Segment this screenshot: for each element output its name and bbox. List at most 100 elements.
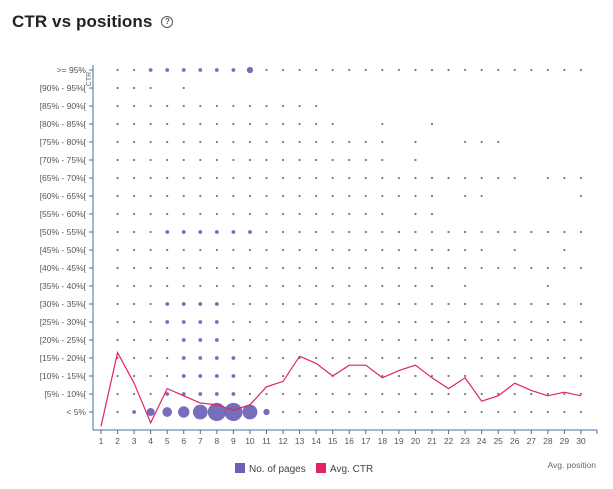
pages-bubble: [265, 140, 268, 144]
pages-bubble: [248, 194, 252, 198]
pages-bubble: [414, 410, 417, 414]
pages-bubble: [331, 320, 334, 324]
pages-bubble: [381, 338, 384, 342]
pages-bubble: [364, 392, 367, 396]
pages-bubble: [480, 338, 483, 342]
pages-bubble: [579, 374, 583, 378]
pages-bubble: [464, 176, 467, 180]
pages-bubble: [199, 194, 202, 198]
pages-bubble: [133, 302, 136, 306]
y-tick-label: [30% - 35%[: [40, 299, 87, 309]
pages-bubble: [414, 194, 417, 198]
pages-bubble: [447, 248, 450, 252]
pages-bubble: [530, 410, 533, 414]
pages-bubble: [248, 176, 252, 180]
pages-bubble: [464, 410, 467, 414]
pages-bubble: [480, 410, 483, 414]
pages-bubble: [232, 176, 235, 180]
pages-bubble: [182, 104, 185, 108]
pages-bubble: [364, 374, 367, 378]
pages-bubble: [546, 230, 549, 234]
pages-bubble: [166, 266, 169, 270]
pages-bubble: [149, 284, 152, 288]
pages-bubble: [198, 392, 203, 396]
pages-bubble: [480, 266, 483, 270]
question-circle-icon[interactable]: ?: [161, 16, 174, 28]
pages-bubble: [215, 140, 218, 144]
pages-bubble: [364, 266, 367, 270]
pages-bubble: [298, 104, 301, 108]
pages-bubble: [232, 284, 235, 288]
pages-bubble: [331, 356, 334, 360]
pages-bubble: [364, 230, 367, 234]
pages-bubble: [116, 122, 119, 126]
pages-bubble: [182, 194, 185, 198]
pages-bubble: [248, 320, 252, 324]
pages-bubble: [199, 248, 202, 252]
pages-bubble: [381, 266, 384, 270]
pages-bubble: [281, 356, 285, 360]
pages-bubble: [315, 68, 318, 72]
pages-bubble: [331, 140, 334, 144]
pages-bubble: [166, 176, 169, 180]
x-tick-label: 22: [444, 436, 454, 446]
y-tick-label: [90% - 95%[: [40, 83, 87, 93]
pages-bubble: [497, 338, 500, 342]
pages-bubble: [497, 176, 500, 180]
pages-bubble: [315, 302, 318, 306]
pages-bubble: [231, 230, 236, 234]
pages-bubble: [430, 392, 434, 396]
pages-bubble: [198, 356, 203, 360]
pages-bubble: [563, 320, 566, 324]
pages-bubble: [181, 302, 186, 306]
x-axis-title: Avg. position: [547, 460, 596, 470]
pages-bubble: [281, 104, 285, 108]
pages-bubble: [381, 194, 384, 198]
pages-bubble: [207, 402, 226, 422]
pages-bubble: [281, 284, 285, 288]
pages-bubble: [281, 302, 285, 306]
pages-bubble: [149, 122, 152, 126]
pages-bubble: [447, 302, 450, 306]
pages-bubble: [430, 230, 434, 234]
pages-bubble: [364, 140, 367, 144]
pages-bubble: [133, 86, 136, 90]
pages-bubble: [530, 356, 533, 360]
pages-bubble: [331, 338, 334, 342]
pages-bubble: [414, 248, 417, 252]
pages-bubble: [331, 284, 334, 288]
pages-bubble: [298, 266, 301, 270]
pages-bubble: [381, 140, 384, 144]
pages-bubble: [579, 302, 583, 306]
pages-bubble: [192, 404, 208, 420]
pages-bubble: [480, 230, 483, 234]
pages-bubble: [381, 122, 384, 126]
pages-bubble: [497, 302, 500, 306]
pages-bubble: [214, 374, 219, 378]
y-tick-label: [75% - 80%[: [40, 137, 87, 147]
pages-bubble: [430, 410, 434, 414]
pages-bubble: [248, 248, 252, 252]
pages-bubble: [414, 230, 417, 234]
pages-bubble: [215, 284, 218, 288]
pages-bubble: [182, 248, 185, 252]
pages-bubble: [381, 284, 384, 288]
pages-bubble: [215, 212, 218, 216]
pages-bubble: [116, 68, 119, 72]
pages-bubble: [281, 122, 285, 126]
pages-bubble: [133, 68, 136, 72]
pages-bubble: [165, 302, 170, 306]
pages-bubble: [232, 212, 235, 216]
legend-swatch-pages: [235, 463, 245, 473]
pages-bubble: [315, 374, 318, 378]
pages-bubble: [464, 338, 467, 342]
pages-bubble: [315, 176, 318, 180]
pages-bubble: [364, 248, 367, 252]
pages-bubble: [331, 392, 334, 396]
pages-bubble: [116, 266, 119, 270]
pages-bubble: [447, 320, 450, 324]
pages-bubble: [166, 338, 169, 342]
pages-bubble: [298, 320, 301, 324]
pages-bubble: [116, 410, 119, 414]
pages-bubble: [181, 230, 186, 234]
